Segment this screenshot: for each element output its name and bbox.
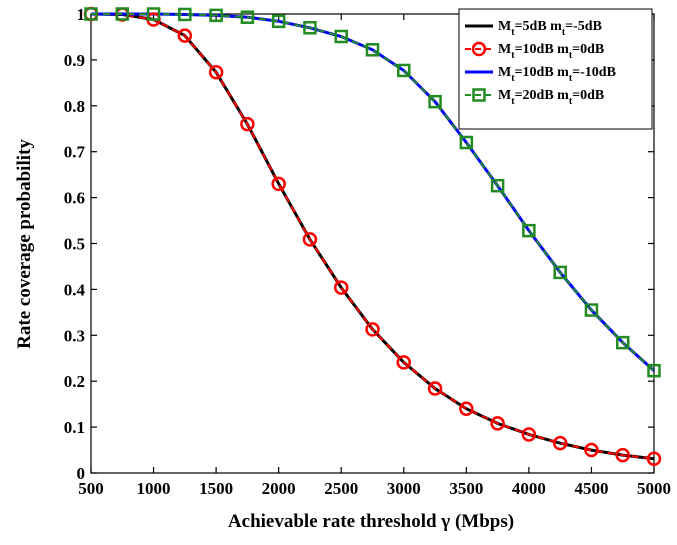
series-2-point	[646, 451, 662, 467]
series-4-point	[271, 14, 286, 29]
legend-text-part: t	[569, 73, 573, 84]
series-4-point	[115, 7, 130, 21]
series-2-point	[396, 355, 412, 370]
series-2-point	[584, 442, 599, 458]
x-tick-label: 3500	[449, 479, 483, 498]
y-tick-label: 0.1	[64, 418, 85, 437]
legend-label-1: Mt=5dB mt=-5dB	[498, 19, 602, 38]
series-4-point	[365, 43, 380, 57]
legend-text-part: =-10dB	[572, 65, 616, 80]
legend-text-part: M	[498, 42, 511, 57]
series-4-point	[209, 8, 223, 23]
series-4-point	[490, 178, 505, 193]
series-2-point	[427, 381, 443, 396]
y-tick-label: 0.6	[64, 189, 85, 208]
x-tick-label: 3000	[387, 479, 421, 498]
series-4-point	[178, 7, 192, 22]
series-4-point	[647, 363, 661, 378]
series-4-point	[334, 29, 348, 44]
series-4-point	[428, 94, 442, 109]
legend-marker-2	[471, 41, 487, 57]
legend-text-part: t	[511, 96, 515, 107]
legend-text-part: =-5dB	[565, 19, 602, 34]
series-2-point	[490, 416, 505, 431]
legend-text-part: =20dB m	[515, 88, 570, 103]
x-tick-label: 4000	[512, 479, 546, 498]
series-4-point	[84, 7, 98, 21]
series-4-point	[459, 135, 474, 150]
legend-text-part: t	[511, 27, 515, 38]
legend-box	[458, 8, 653, 130]
x-tick-label: 1500	[199, 479, 233, 498]
x-axis-label: Achievable rate threshold γ (Mbps)	[228, 511, 514, 532]
series-4-point	[303, 21, 317, 35]
legend-text-part: =10dB m	[515, 42, 570, 57]
series-2-point	[459, 401, 474, 416]
y-tick-label: 0.9	[64, 51, 85, 70]
series-2-point	[365, 322, 380, 337]
legend-text-part: =0dB	[572, 88, 604, 103]
y-axis-label: Rate coverage probability	[14, 139, 35, 349]
y-tick-label: 0.8	[64, 97, 85, 116]
series-2-point	[271, 176, 286, 192]
y-tick-label: 0.7	[64, 143, 86, 162]
series-2-point	[302, 232, 318, 247]
series-4-point	[615, 335, 630, 350]
y-tick-label: 0.5	[64, 235, 85, 254]
plot-area: 500 1000 1500 2000 2500 3000 3500 4000 4500 5000 0…	[64, 5, 671, 498]
legend-text-part: t	[511, 50, 515, 61]
series-2-point	[552, 435, 568, 451]
series-line-4	[91, 13, 655, 372]
series-4-point	[146, 7, 161, 21]
series-4-point	[522, 223, 536, 238]
legend-text-part: =5dB m	[515, 19, 563, 34]
y-tick-label: 1	[77, 5, 86, 24]
legend-label-3: Mt=10dB mt=-10dB	[498, 65, 616, 84]
legend-text-part: t	[511, 73, 515, 84]
series-2-point	[333, 280, 349, 295]
legend-label-2: Mt=10dB mt=0dB	[498, 42, 604, 61]
series-4-point	[240, 10, 255, 24]
series-2-point	[615, 447, 630, 463]
y-tick-label: 0	[77, 464, 86, 483]
series-2-point	[521, 427, 537, 442]
x-tick-label: 4500	[574, 479, 608, 498]
legend-label-4: Mt=20dB mt=0dB	[498, 88, 604, 107]
x-tick-label: 1000	[137, 479, 171, 498]
y-tick-label: 0.4	[64, 280, 86, 299]
series-2-point	[208, 65, 224, 80]
series-2-point	[177, 28, 193, 43]
x-tick-label: 2000	[262, 479, 296, 498]
x-tick-label: 5000	[637, 479, 671, 498]
legend-text-part: t	[569, 96, 573, 107]
legend-marker-4	[472, 88, 486, 102]
y-tick-label: 0.3	[64, 326, 85, 345]
y-tick-label: 0.2	[64, 372, 85, 391]
x-tick-label: 2500	[324, 479, 358, 498]
x-tick-label: 500	[78, 479, 104, 498]
series-4-point	[553, 265, 567, 280]
legend-text-part: =0dB	[572, 42, 604, 57]
series-line-2	[90, 13, 655, 460]
series-4-point	[397, 63, 411, 78]
legend-text-part: =10dB m	[515, 65, 570, 80]
legend-text-part: M	[498, 19, 511, 34]
legend-text-part: t	[562, 27, 566, 38]
legend-text-part: M	[498, 65, 511, 80]
legend-text-part: t	[569, 50, 573, 61]
legend-text-part: M	[498, 88, 511, 103]
series-4-point	[584, 303, 599, 317]
series-2-point	[240, 116, 255, 132]
